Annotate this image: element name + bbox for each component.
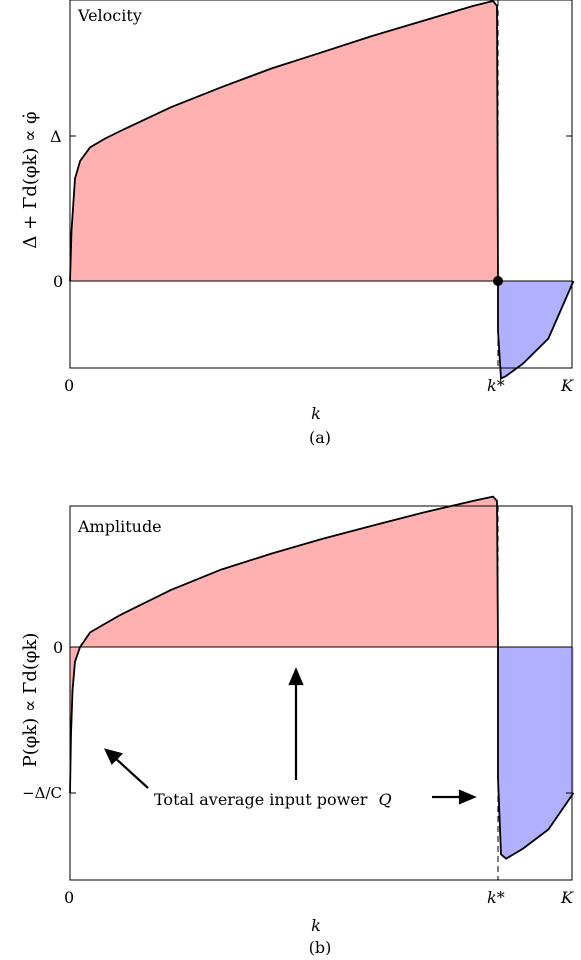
velocity-kstar-point	[493, 276, 503, 286]
amplitude-xtick-label-K: K	[560, 888, 574, 907]
amplitude-positive-area	[70, 496, 498, 793]
arrow-left-head	[104, 748, 124, 765]
amplitude-axes-box	[69, 505, 573, 881]
amplitude-negative-area	[498, 647, 574, 859]
amplitude-xtick-label-0: 0	[64, 888, 74, 907]
amplitude-xtick-label-kstar: k*	[487, 888, 505, 907]
callout-text-main: Total average input power	[154, 790, 368, 809]
velocity-xtick-label-K: K	[560, 376, 574, 395]
velocity-axes-box	[69, 0, 573, 369]
amplitude-ylabel: P(φk) ∝ Γd(φk)	[20, 633, 41, 768]
panel-a: Velocity 0 Δ 0 k* K k (a) Δ + Γd(φk) ∝ φ…	[20, 0, 575, 447]
amplitude-xlabel: k	[311, 916, 321, 935]
velocity-xlabel: k	[311, 404, 321, 423]
arrow-up-head	[288, 667, 304, 686]
velocity-annotation: Velocity	[77, 6, 142, 25]
velocity-curve	[69, 0, 575, 380]
amplitude-panel-label: (b)	[309, 938, 332, 957]
velocity-ylabel: Δ + Γd(φk) ∝ φ̇	[20, 111, 41, 248]
callout-symbol: Q	[379, 790, 392, 809]
amplitude-annotation: Amplitude	[77, 517, 162, 536]
velocity-xtick-label-0: 0	[64, 376, 74, 395]
callout-text: Total average input power Q	[154, 790, 392, 809]
velocity-negative-area	[498, 281, 574, 379]
velocity-ytick-label-delta: Δ	[50, 127, 62, 146]
callout-arrows	[104, 667, 477, 805]
velocity-ytick-label-0: 0	[53, 272, 63, 291]
velocity-positive-area	[70, 1, 498, 281]
arrow-right-head	[458, 789, 477, 805]
velocity-xtick-label-kstar: k*	[487, 376, 505, 395]
arrow-left	[113, 756, 149, 789]
amplitude-ytick-label-negdelta: −Δ/C	[22, 784, 62, 802]
amplitude-curve	[69, 495, 575, 860]
panel-b: Amplitude 0 −Δ/C 0 k* K k (b) P(φk) ∝ Γd…	[20, 495, 575, 957]
velocity-panel-label: (a)	[309, 428, 331, 447]
amplitude-ytick-label-0: 0	[53, 638, 63, 657]
